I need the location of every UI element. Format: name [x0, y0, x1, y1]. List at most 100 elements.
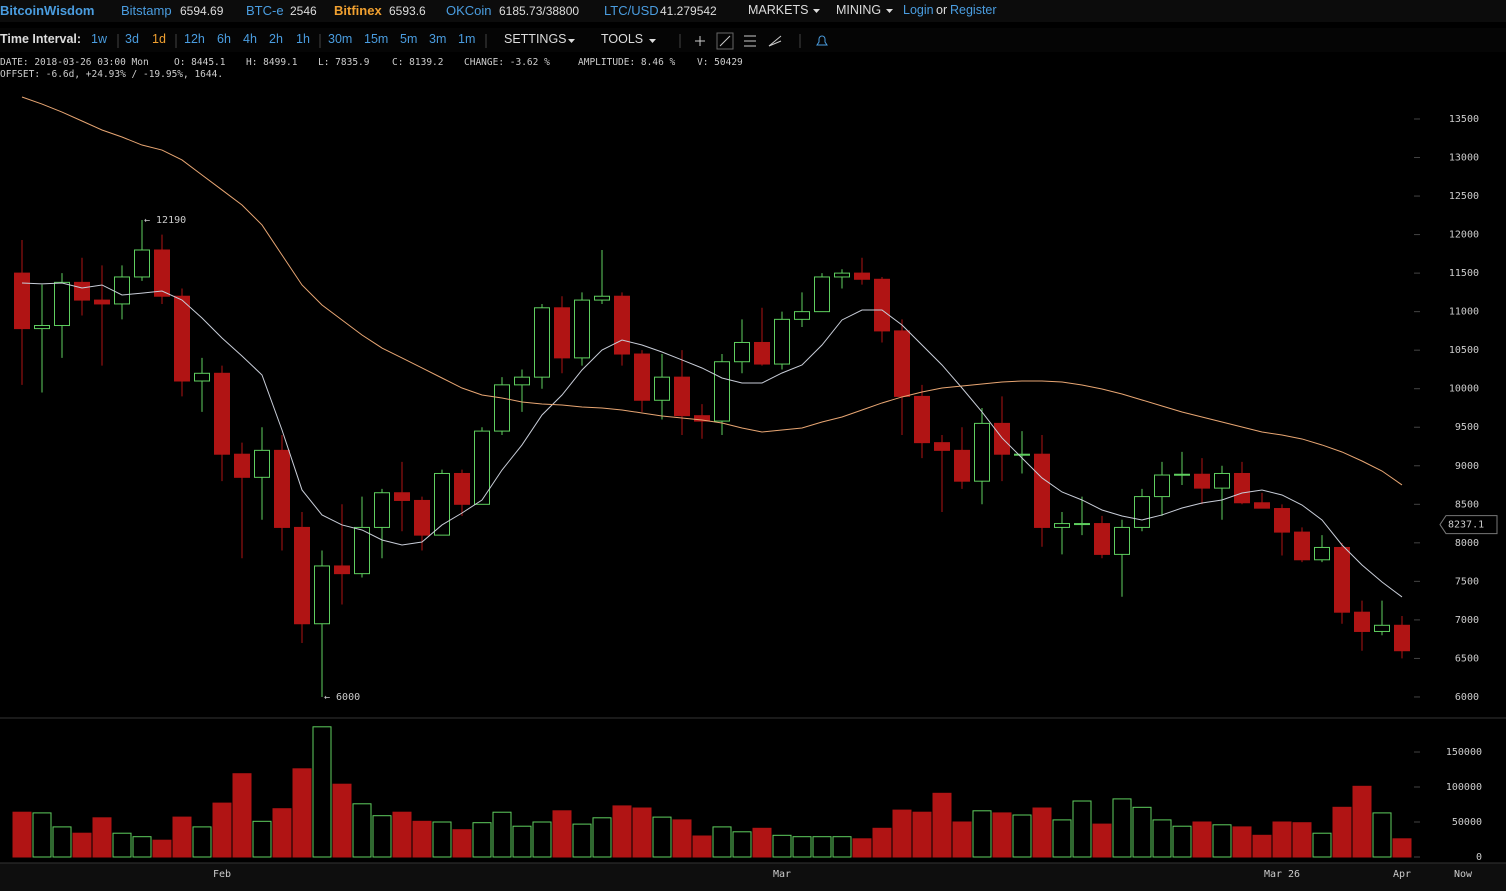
candle-body — [894, 330, 910, 397]
volume-bar — [1372, 812, 1392, 858]
ticker-price: 6594.69 — [180, 4, 224, 18]
volume-bar — [652, 816, 672, 858]
candle-body — [654, 376, 670, 401]
volume-bar — [1272, 821, 1292, 858]
candle-body — [1114, 526, 1130, 555]
volume-bar — [372, 815, 392, 858]
candle-body — [594, 295, 610, 301]
menu-caret — [813, 9, 820, 13]
candle-body — [294, 526, 310, 625]
ticker-price: 41.279542 — [660, 4, 717, 18]
interval-button[interactable]: 1d — [152, 32, 166, 46]
candle-body — [1274, 508, 1290, 533]
candle-body — [1314, 546, 1330, 561]
candle-body — [334, 565, 350, 575]
candle-body — [1374, 624, 1390, 632]
volume-bar — [52, 826, 72, 858]
volume-bar — [1092, 823, 1112, 858]
interval-button[interactable]: 1m — [458, 32, 476, 46]
extreme-annotation: ← 12190 — [144, 215, 186, 226]
interval-button[interactable]: 6h — [217, 32, 231, 46]
interval-button[interactable]: 2h — [269, 32, 283, 46]
volume-bar — [1112, 798, 1132, 858]
volume-bar — [972, 810, 992, 858]
tool-icons[interactable] — [679, 32, 828, 50]
volume-bar — [332, 783, 352, 858]
candle-body — [1094, 523, 1110, 555]
volume-bar — [272, 808, 292, 858]
settings[interactable]: SETTINGS — [504, 32, 567, 46]
candle-body — [494, 384, 510, 432]
interval-button[interactable]: 1h — [296, 32, 310, 46]
interval-button[interactable]: 15m — [364, 32, 389, 46]
candle-body — [614, 295, 630, 355]
volume-bar — [872, 827, 892, 858]
info-field: O: 8445.1 — [174, 57, 226, 68]
volume-bar — [112, 832, 132, 858]
candle-body — [954, 449, 970, 482]
y-tick-label: 11000 — [1449, 307, 1479, 318]
interval-button[interactable]: 5m — [400, 32, 418, 46]
ticker-name[interactable]: OKCoin — [446, 3, 492, 18]
volume-bar — [1312, 832, 1332, 858]
y-tick-label: 12500 — [1449, 191, 1479, 202]
volume-bar — [132, 836, 152, 858]
candle-body — [1334, 546, 1350, 613]
candle-body — [354, 526, 370, 575]
y-tick-label: 10500 — [1449, 345, 1479, 356]
candle-body — [694, 415, 710, 422]
volume-bar — [632, 807, 652, 858]
brand[interactable]: BitcoinWisdom — [0, 3, 95, 18]
interval-button[interactable]: 30m — [328, 32, 353, 46]
top-bar — [0, 0, 1506, 22]
candle-body — [374, 492, 390, 528]
volume-bar — [152, 839, 172, 858]
volume-bar — [572, 823, 592, 858]
candle-body — [1214, 472, 1230, 489]
menu[interactable]: MARKETS — [748, 3, 809, 17]
menu-caret — [649, 39, 656, 43]
volume-bar — [612, 805, 632, 858]
ticker-price: 2546 — [290, 4, 317, 18]
ticker-name[interactable]: LTC/USD — [604, 3, 659, 18]
candle-body — [274, 449, 290, 528]
ticker-name[interactable]: Bitstamp — [121, 3, 172, 18]
volume-bar — [592, 817, 612, 858]
volume-bar — [932, 792, 952, 858]
interval-button[interactable]: 12h — [184, 32, 205, 46]
candle-body — [814, 276, 830, 313]
y-tick-label: 6500 — [1455, 653, 1479, 664]
ticker-name[interactable]: Bitfinex — [334, 3, 382, 18]
volume-bar — [1292, 822, 1312, 858]
login[interactable]: Login — [903, 3, 934, 17]
volume-bar — [992, 812, 1012, 858]
candle-body — [1174, 473, 1190, 476]
candle-body — [874, 278, 890, 332]
menu[interactable]: MINING — [836, 3, 882, 17]
candle-body — [1354, 611, 1370, 632]
interval-button[interactable]: 4h — [243, 32, 257, 46]
register[interactable]: Register — [950, 3, 997, 17]
y-tick-label: 12000 — [1449, 230, 1479, 241]
info-field: L: 7835.9 — [318, 57, 370, 68]
candle-body — [14, 272, 30, 330]
ticker-name[interactable]: BTC-e — [246, 3, 284, 18]
candle-body — [1014, 453, 1030, 456]
candle-body — [34, 325, 50, 330]
volume-y-tick-label: 50000 — [1452, 817, 1482, 828]
volume-bar — [92, 817, 112, 858]
tools[interactable]: TOOLS — [601, 32, 644, 46]
candle-body — [54, 281, 70, 327]
interval-button[interactable]: 1w — [91, 32, 107, 46]
candle-body — [514, 376, 530, 386]
interval-button[interactable]: 3m — [429, 32, 447, 46]
info-field: DATE: 2018-03-26 03:00 Mon — [0, 57, 149, 68]
interval-button[interactable]: 3d — [125, 32, 139, 46]
candle-body — [394, 492, 410, 501]
volume-bar — [252, 820, 272, 858]
candle-body — [134, 249, 150, 278]
candle-body — [754, 341, 770, 365]
volume-bar — [72, 832, 92, 858]
volume-bar — [812, 836, 832, 858]
